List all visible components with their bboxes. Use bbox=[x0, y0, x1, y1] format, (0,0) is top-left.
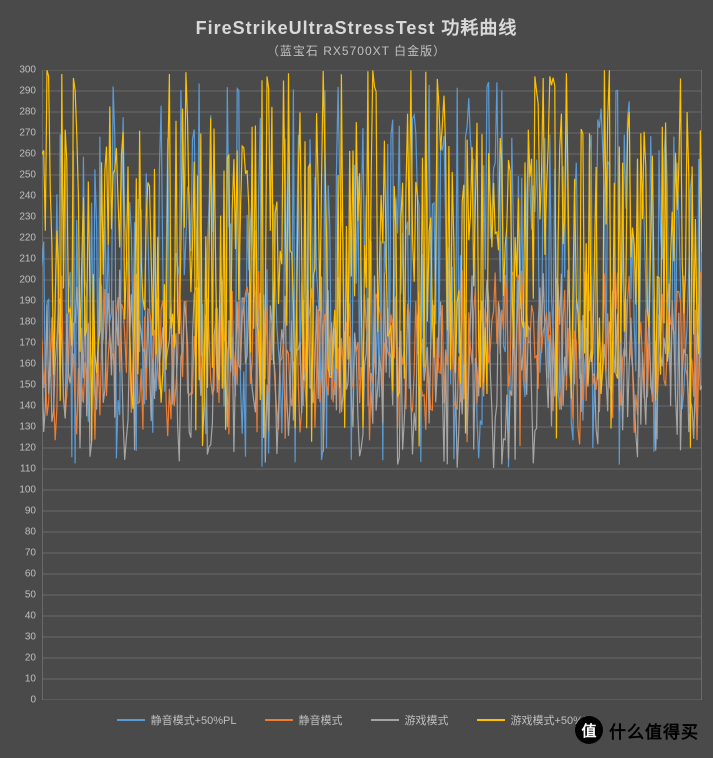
ytick-label: 280 bbox=[19, 107, 36, 118]
ytick-label: 300 bbox=[19, 65, 36, 76]
ytick-label: 260 bbox=[19, 149, 36, 160]
ytick-label: 290 bbox=[19, 86, 36, 97]
ytick-label: 60 bbox=[25, 569, 36, 580]
ytick-label: 190 bbox=[19, 296, 36, 307]
ytick-label: 100 bbox=[19, 485, 36, 496]
ytick-label: 220 bbox=[19, 233, 36, 244]
ytick-label: 210 bbox=[19, 254, 36, 265]
ytick-label: 250 bbox=[19, 170, 36, 181]
legend-item: 静音模式+50%PL bbox=[117, 712, 237, 728]
ytick-label: 140 bbox=[19, 401, 36, 412]
legend-swatch bbox=[117, 719, 145, 721]
ytick-label: 230 bbox=[19, 212, 36, 223]
watermark: 值 什么值得买 bbox=[575, 716, 699, 744]
chart-container: FireStrikeUltraStressTest 功耗曲线 （蓝宝石 RX57… bbox=[0, 0, 713, 758]
ytick-label: 110 bbox=[20, 464, 36, 475]
ytick-label: 30 bbox=[25, 632, 36, 643]
ytick-label: 160 bbox=[19, 359, 36, 370]
legend-label: 游戏模式 bbox=[405, 712, 449, 728]
ytick-label: 120 bbox=[19, 443, 36, 454]
ytick-label: 170 bbox=[19, 338, 36, 349]
ytick-label: 20 bbox=[25, 653, 36, 664]
watermark-text: 什么值得买 bbox=[609, 718, 699, 743]
ytick-label: 240 bbox=[19, 191, 36, 202]
plot-svg bbox=[42, 70, 702, 700]
ytick-label: 180 bbox=[19, 317, 36, 328]
legend-swatch bbox=[371, 719, 399, 721]
legend-label: 静音模式 bbox=[299, 712, 343, 728]
legend-item: 游戏模式 bbox=[371, 712, 449, 728]
ytick-label: 150 bbox=[19, 380, 36, 391]
ytick-label: 270 bbox=[19, 128, 36, 139]
ytick-label: 70 bbox=[25, 548, 36, 559]
legend-swatch bbox=[265, 719, 293, 721]
ytick-label: 10 bbox=[25, 674, 36, 685]
legend-swatch bbox=[477, 719, 505, 721]
legend-item: 静音模式 bbox=[265, 712, 343, 728]
ytick-label: 0 bbox=[30, 695, 36, 706]
ytick-label: 90 bbox=[25, 506, 36, 517]
ytick-label: 50 bbox=[25, 590, 36, 601]
plot-area: 0102030405060708090100110120130140150160… bbox=[42, 70, 702, 700]
ytick-label: 200 bbox=[19, 275, 36, 286]
legend-label: 静音模式+50%PL bbox=[151, 712, 237, 728]
ytick-label: 130 bbox=[19, 422, 36, 433]
chart-subtitle: （蓝宝石 RX5700XT 白金版） bbox=[0, 42, 713, 59]
ytick-label: 40 bbox=[25, 611, 36, 622]
chart-title: FireStrikeUltraStressTest 功耗曲线 bbox=[0, 14, 713, 40]
ytick-label: 80 bbox=[25, 527, 36, 538]
watermark-badge-icon: 值 bbox=[575, 716, 603, 744]
